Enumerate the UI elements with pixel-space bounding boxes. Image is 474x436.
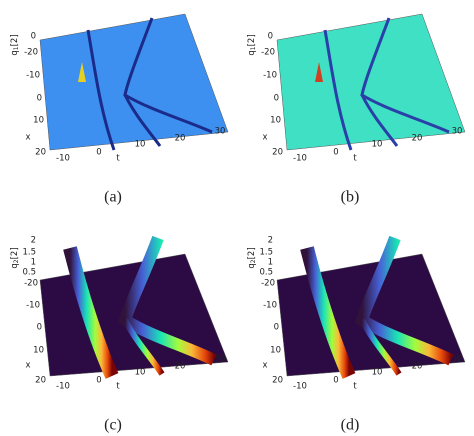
x-tick-label: 10 xyxy=(33,346,44,356)
t-tick-label: 0 xyxy=(96,376,101,386)
z-label-part: q xyxy=(10,263,20,268)
surface xyxy=(276,13,466,151)
surface xyxy=(39,13,229,151)
z-label-part: q xyxy=(10,50,20,55)
x-label: x xyxy=(262,133,267,143)
z-label-part: q xyxy=(247,50,257,55)
soliton xyxy=(360,94,399,147)
z-label-part: 1 xyxy=(250,46,257,50)
panel: q1[2] 0 -20 -10 0 10 20 x -10 0 10 20 30 t (a) xyxy=(10,13,229,206)
z-tick-label: 1.5 xyxy=(259,248,273,258)
z-label: q2[2] xyxy=(247,247,257,268)
x-tick-label: -10 xyxy=(26,71,40,81)
t-tick-label: 20 xyxy=(175,362,186,372)
soliton xyxy=(86,29,116,151)
z-tick-label: 2 xyxy=(31,236,36,246)
x-tick-label: 0 xyxy=(274,94,279,104)
x-label: x xyxy=(25,361,30,371)
soliton xyxy=(323,29,353,151)
z-label: q1[2] xyxy=(247,34,257,55)
t-tick-label: 30 xyxy=(215,127,226,137)
t-label: t xyxy=(116,382,120,392)
spike xyxy=(78,62,86,82)
z-tick-label: 0 xyxy=(268,32,273,42)
soliton xyxy=(123,94,162,147)
z-tick-label: 0.5 xyxy=(22,268,36,278)
caption: (d) xyxy=(341,417,360,434)
spike xyxy=(315,62,323,82)
x-tick-label: 10 xyxy=(33,116,44,126)
z-tick-label: 0 xyxy=(31,32,36,42)
z-label: q2[2] xyxy=(10,247,20,268)
x-label: x xyxy=(25,133,30,143)
t-tick-label: 10 xyxy=(372,140,383,150)
t-tick-label: 20 xyxy=(175,134,186,144)
z-label-part: 1 xyxy=(13,46,20,50)
x-tick-label: 0 xyxy=(274,323,279,333)
z-label-part: [2] xyxy=(10,34,20,46)
x-tick-label: 20 xyxy=(35,376,46,386)
t-tick-label: 0 xyxy=(96,148,101,158)
x-tick-label: -10 xyxy=(263,71,277,81)
z-label-part: [2] xyxy=(10,247,20,259)
t-tick-label: -10 xyxy=(56,382,70,392)
t-tick-label: 0 xyxy=(333,148,338,158)
x-tick-label: 20 xyxy=(35,148,46,158)
x-tick-label: -10 xyxy=(26,301,40,311)
t-tick-label: -10 xyxy=(56,154,70,164)
panel: q1[2] 0 -20 -10 0 10 20 x -10 0 10 20 30 t (b) xyxy=(247,13,466,206)
x-tick-label: -10 xyxy=(263,301,277,311)
x-tick-label: 10 xyxy=(270,346,281,356)
t-tick-label: 20 xyxy=(412,134,423,144)
t-label: t xyxy=(353,154,357,164)
z-label-part: q xyxy=(247,263,257,268)
z-label-part: [2] xyxy=(247,34,257,46)
t-tick-label: 10 xyxy=(135,368,146,378)
caption: (b) xyxy=(341,189,360,206)
t-tick-label: 0 xyxy=(333,376,338,386)
x-tick-label: 20 xyxy=(272,376,283,386)
t-tick-label: 10 xyxy=(135,140,146,150)
t-tick-label: 30 xyxy=(452,127,463,137)
t-label: t xyxy=(116,154,120,164)
ridge xyxy=(63,246,119,379)
t-tick-label: 20 xyxy=(412,362,423,372)
x-tick-label: -20 xyxy=(24,279,38,289)
caption: (c) xyxy=(104,417,122,434)
caption: (a) xyxy=(104,189,122,206)
ridge xyxy=(359,318,402,376)
t-tick-label: -10 xyxy=(293,382,307,392)
z-label-part: 2 xyxy=(13,259,20,263)
z-label-part: 2 xyxy=(250,259,257,263)
t-tick-label: -10 xyxy=(293,154,307,164)
x-tick-label: 0 xyxy=(37,323,42,333)
t-tick-label: 30 xyxy=(215,355,226,365)
z-tick-label: 2 xyxy=(268,236,273,246)
ridge xyxy=(122,318,165,376)
t-tick-label: 10 xyxy=(372,368,383,378)
x-tick-label: 10 xyxy=(270,116,281,126)
x-tick-label: 0 xyxy=(37,94,42,104)
z-tick-label: 0.5 xyxy=(259,268,273,278)
t-tick-label: 30 xyxy=(452,355,463,365)
z-tick-label: 1.5 xyxy=(22,248,36,258)
z-label-part: [2] xyxy=(247,247,257,259)
ridge xyxy=(300,246,356,379)
z-label: q1[2] xyxy=(10,34,20,55)
x-tick-label: 20 xyxy=(272,148,283,158)
z-tick-label: 1 xyxy=(268,258,273,268)
x-tick-label: -20 xyxy=(24,48,38,58)
x-label: x xyxy=(262,361,267,371)
x-tick-label: -20 xyxy=(261,48,275,58)
z-tick-label: 1 xyxy=(31,258,36,268)
x-tick-label: -20 xyxy=(261,279,275,289)
t-label: t xyxy=(353,382,357,392)
